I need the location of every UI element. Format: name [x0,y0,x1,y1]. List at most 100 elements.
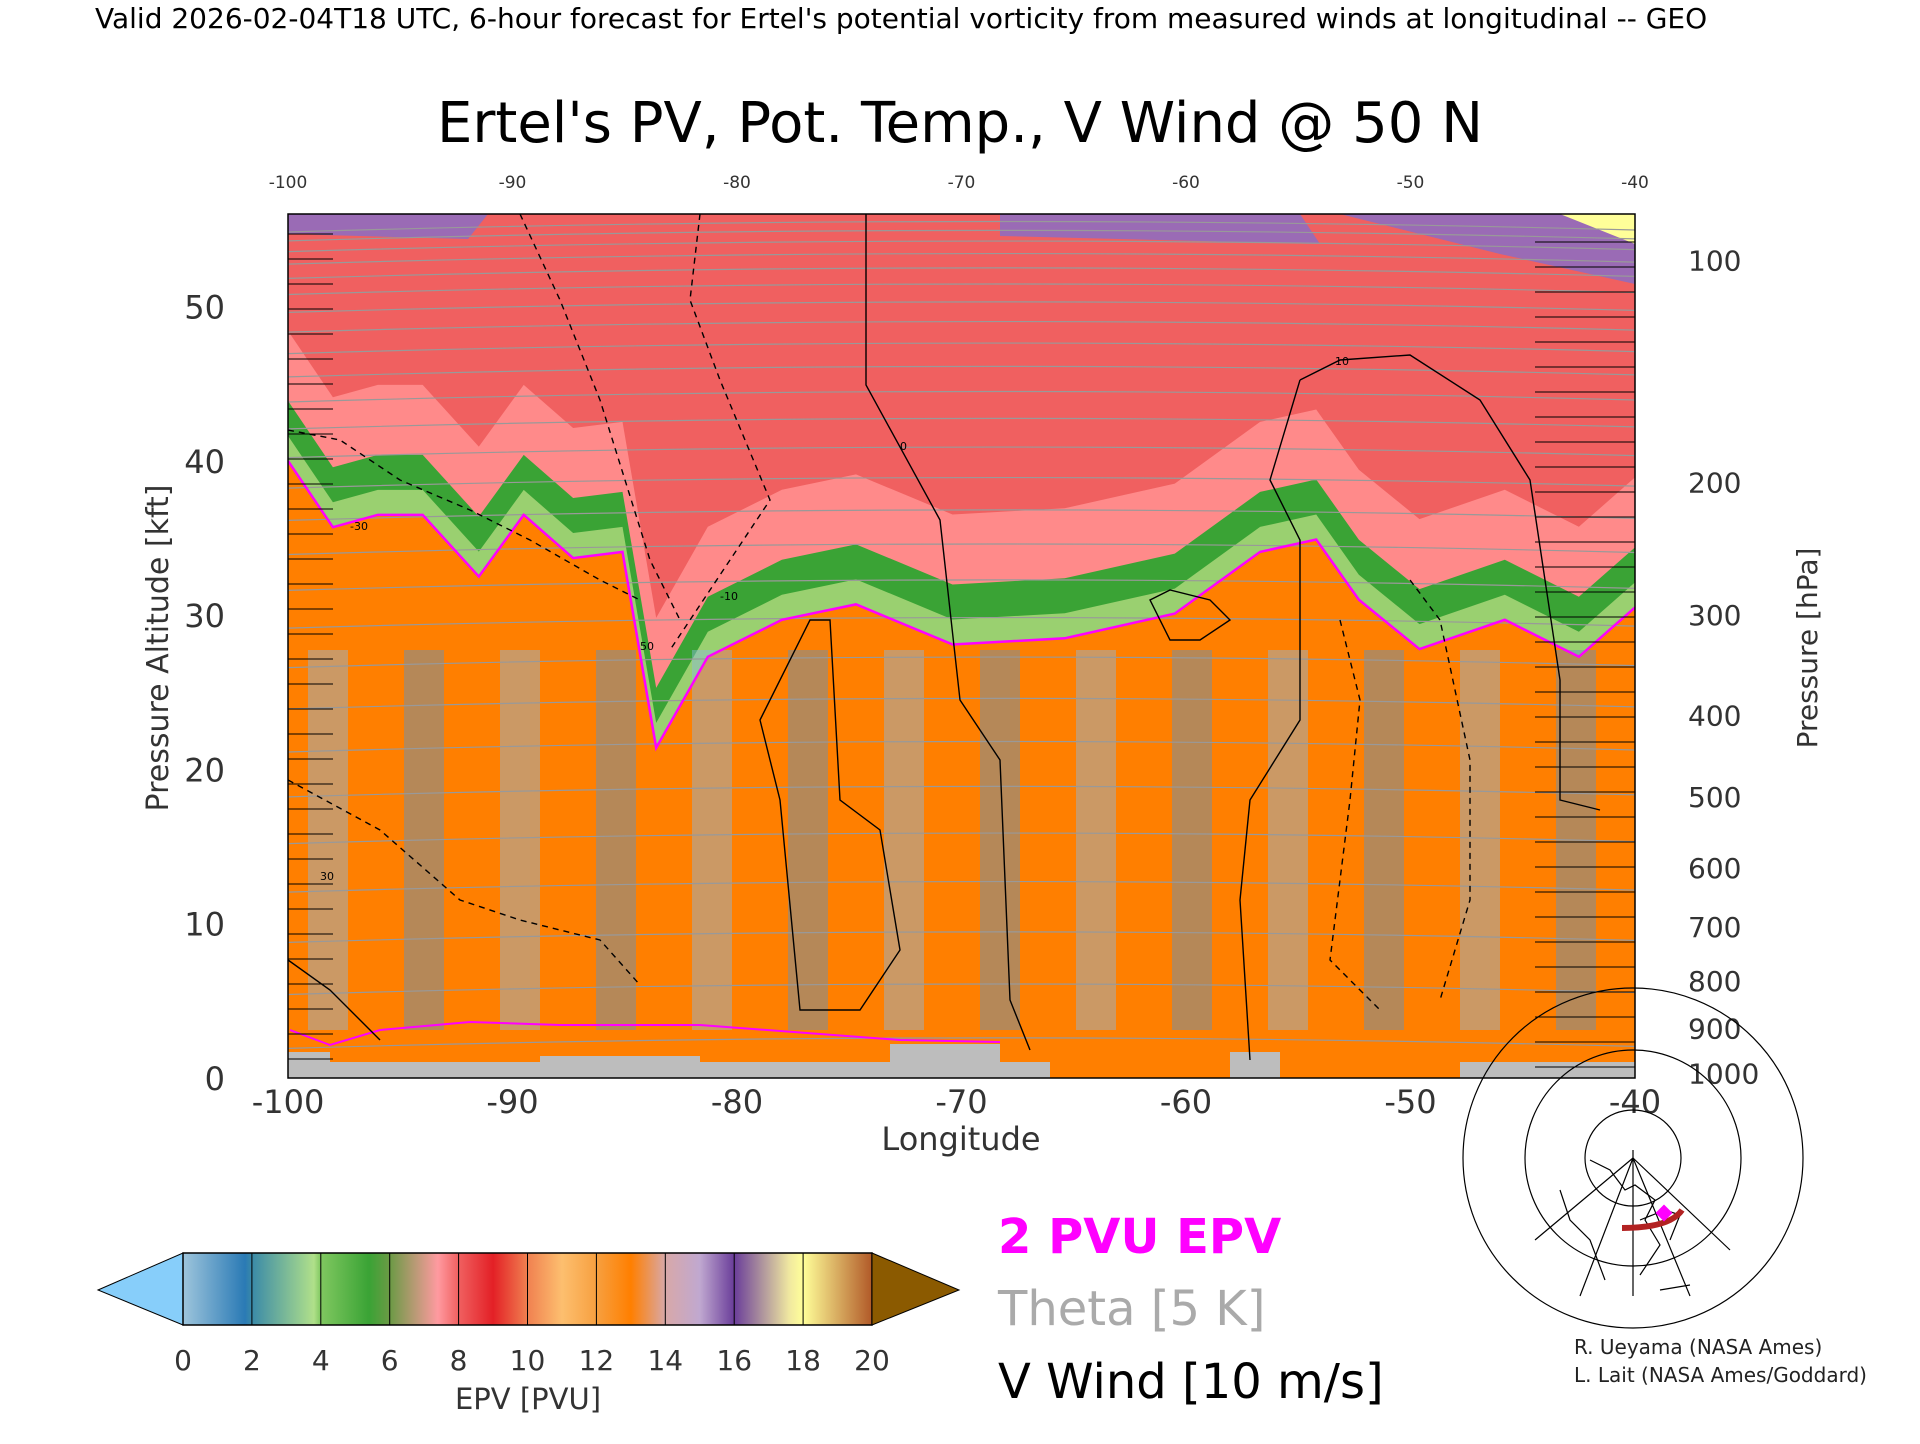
colorbar-tick-label: 14 [647,1344,683,1377]
theta-contour [288,1037,1635,1049]
epv-blue-streak [1460,650,1500,1030]
theta-contour [288,301,1635,313]
x-tick-label-top: -40 [1621,173,1649,193]
theta-contour [288,509,1635,521]
theta-contour [288,880,1635,893]
theta-contour [288,579,1635,591]
colorbar: 0 2 4 6 8 10 12 14 16 18 20 EPV [PVU] [96,1252,961,1416]
theta-contour [288,283,1635,296]
theta-contour [288,390,1635,403]
v-wind-contour [1299,354,1601,811]
v-wind-contour [288,959,381,1041]
v-wind-contour [288,429,641,601]
locator-map [1462,987,1804,1329]
y-tick-label-right: 600 [1688,852,1741,885]
theta-contour [288,740,1635,753]
epv-blue-streak [1268,650,1308,1030]
colorbar-tick-label: 2 [243,1344,261,1377]
epv-blue-streak [980,650,1020,1030]
contour-label: -30 [350,520,368,533]
y-axis-label-left: Pressure Altitude [kft] [141,485,176,812]
epv-band-light-green [288,435,1635,748]
colorbar-over-triangle [871,1252,961,1326]
x-tick-label-bottom: -70 [935,1083,987,1121]
x-tick-label-top: -80 [723,173,751,193]
theta-contour [288,656,1635,669]
v-wind-contour [759,619,901,1011]
v-wind-contour [1409,579,1471,1001]
colorbar-tick-label: 4 [312,1344,330,1377]
x-tick-label-bottom: -40 [1609,1083,1661,1121]
theta-contour [288,342,1635,355]
epv-blue-streak [500,650,540,1030]
epv-blue-streak [596,650,636,1030]
v-wind-contour [1239,379,1301,1061]
contour-label: 30 [320,870,334,883]
y-ticks-left: 0 10 20 30 40 50 [184,289,225,1098]
v-wind-contour [288,779,641,986]
y-ticks-right: 100 200 300 400 500 600 700 800 900 1000 [1688,244,1759,1090]
x-tick-label-top: -60 [1172,173,1200,193]
colorbar-tick-label: 8 [450,1344,468,1377]
epv-blue-streak [788,650,828,1030]
y-tick-label-right: 200 [1688,466,1741,499]
plot-area: -30 -10 0 10 30 50 [288,214,1635,1345]
ground-mask [288,1044,1635,1078]
colorbar-label: EPV [PVU] [455,1382,601,1416]
x-tick-label-bottom: -50 [1384,1083,1436,1121]
v-wind-contour [519,214,681,621]
x-axis-label: Longitude [881,1120,1040,1158]
chart-title: Ertel's PV, Pot. Temp., V Wind @ 50 N [437,91,1483,156]
theta-contour [288,220,1635,233]
epv-2pvu-contour [288,460,1635,752]
x-ticks-bottom: -100 -90 -80 -70 -60 -50 -40 [252,1083,1661,1121]
theta-contour [288,931,1635,943]
x-tick-label-bottom: -100 [252,1083,325,1121]
y-tick-label-right: 900 [1688,1013,1741,1046]
colorbar-tick-label: 6 [381,1344,399,1377]
contour-label: 50 [640,640,654,653]
v-wind-contour [865,214,1031,1051]
theta-contour [288,1334,1635,1345]
theta-contour [288,543,1635,556]
v-wind-contour [1149,589,1232,641]
epv-blue-streak [1172,650,1212,1030]
y-tick-label-right: 800 [1688,965,1741,998]
legend-theta: Theta [5 K] [997,1281,1266,1337]
y-tick-label-left: 30 [184,597,225,635]
theta-contour [288,252,1635,265]
y-tick-label-left: 40 [184,443,225,481]
theta-contour [288,320,1635,333]
colorbar-tick-label: 10 [510,1344,546,1377]
x-tick-label-bottom: -60 [1160,1083,1212,1121]
header-text: Valid 2026-02-04T18 UTC, 6-hour forecast… [95,2,1707,35]
theta-contour [288,417,1635,430]
y-tick-label-left: 20 [184,751,225,789]
y-tick-label-left: 10 [184,906,225,944]
contour-label: -10 [720,590,738,603]
x-tick-label-bottom: -90 [486,1083,538,1121]
colorbar-tick-label: 20 [854,1344,890,1377]
y-tick-label-left: 0 [205,1060,225,1098]
theta-contour [288,446,1635,459]
colorbar-tick-label: 16 [716,1344,752,1377]
epv-blue-streak [308,650,348,1030]
y-tick-label-right: 400 [1688,699,1741,732]
epv-2pvu-contour-surface [289,1020,1001,1047]
theta-contour [288,267,1635,279]
theta-contour [288,697,1635,710]
theta-contour [288,240,1635,253]
epv-blue-streak [1076,650,1116,1030]
y-tick-label-right: 700 [1688,911,1741,944]
epv-blue-streak [1364,650,1404,1030]
x-tick-label-bottom: -80 [711,1083,763,1121]
location-marker [1655,1204,1673,1222]
colorbar-tick-label: 12 [579,1344,615,1377]
x-ticks-top: -100 -90 -80 -70 -60 -50 -40 [269,173,1649,193]
y-tick-label-right: 100 [1688,244,1741,277]
theta-contour [288,476,1635,489]
y-tick-label-right: 1000 [1688,1057,1759,1090]
cross-section-path [1621,1208,1685,1231]
contour-label: 10 [1335,355,1349,368]
